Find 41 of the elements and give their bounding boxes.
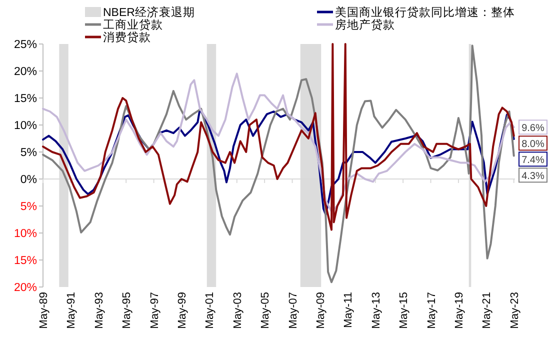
x-tick-label: May-13	[370, 292, 382, 329]
y-tick-label: 10%	[14, 120, 37, 132]
x-tick-label: May-05	[260, 292, 272, 329]
x-tick-label: May-91	[66, 292, 78, 329]
legend-label: 美国商业银行贷款同比增速：整体	[335, 5, 515, 19]
x-tick-label: May-97	[148, 292, 161, 329]
legend-label: 消费贷款	[103, 31, 151, 44]
y-tick-label: 5%	[20, 147, 37, 159]
x-tick-label: May-23	[508, 292, 521, 329]
data-label: 9.6%	[522, 123, 545, 134]
y-tick-label: 20%	[14, 282, 37, 294]
x-tick-label: May-01	[204, 292, 216, 329]
x-tick-label: May-15	[398, 292, 410, 329]
legend-label: NBER经济衰退期	[103, 5, 195, 19]
x-tick-label: May-99	[176, 292, 188, 329]
y-tick-label: 15%	[14, 255, 37, 267]
line-series	[42, 108, 515, 216]
x-tick-label: May-21	[481, 292, 494, 329]
legend-label: 房地产贷款	[335, 18, 395, 32]
x-tick-label: May-03	[232, 292, 244, 329]
x-tick-label: May-89	[38, 292, 50, 329]
legend-label: 工商业贷款	[103, 18, 163, 32]
x-tick-label: May-09	[314, 292, 327, 329]
x-tick-label: May-17	[426, 292, 438, 329]
x-tick-label: May-93	[93, 292, 106, 329]
data-label: 4.3%	[522, 171, 545, 182]
y-tick-label: 15%	[14, 93, 37, 105]
y-tick-label: 25%	[14, 39, 37, 51]
line-series	[42, 44, 515, 284]
x-tick-label: May-19	[453, 292, 466, 329]
data-label: 7.4%	[522, 155, 545, 166]
y-tick-label: 10%	[14, 228, 37, 240]
y-tick-label: 20%	[14, 66, 37, 78]
x-tick-label: May-07	[287, 292, 300, 329]
x-tick-label: May-95	[121, 292, 134, 329]
line-series	[42, 72, 515, 212]
x-tick-label: May-11	[342, 292, 355, 328]
y-tick-label: 5%	[20, 201, 37, 213]
y-tick-label: 0%	[20, 174, 37, 186]
line-series	[42, 43, 515, 231]
data-label: 8.0%	[522, 139, 545, 150]
